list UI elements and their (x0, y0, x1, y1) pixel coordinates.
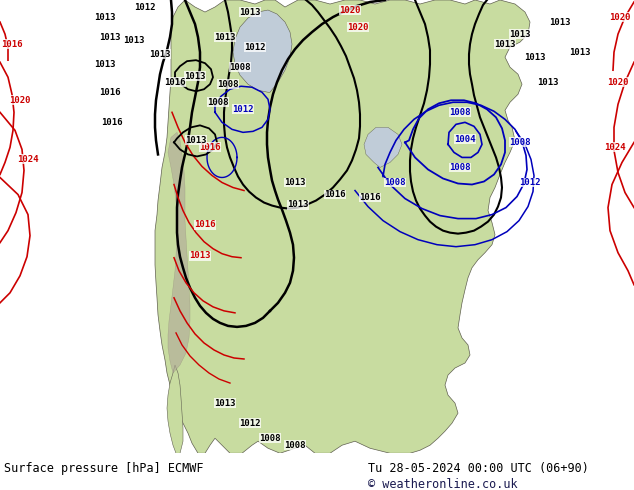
Text: 1013: 1013 (214, 398, 236, 408)
Text: 1024: 1024 (17, 155, 39, 164)
Text: 1013: 1013 (214, 33, 236, 42)
Text: 1012: 1012 (519, 178, 541, 187)
Text: © weatheronline.co.uk: © weatheronline.co.uk (368, 478, 517, 490)
Text: Surface pressure [hPa] ECMWF: Surface pressure [hPa] ECMWF (4, 462, 204, 475)
Text: 1012: 1012 (244, 43, 266, 51)
Text: 1013: 1013 (537, 78, 559, 87)
Text: 1016: 1016 (100, 88, 120, 97)
Text: 1013: 1013 (149, 49, 171, 59)
Text: 1008: 1008 (450, 108, 471, 117)
Text: 1013: 1013 (549, 18, 571, 26)
Text: 1008: 1008 (450, 163, 471, 172)
Text: 1016: 1016 (164, 78, 186, 87)
Text: 1013: 1013 (123, 36, 145, 45)
Text: 1013: 1013 (287, 200, 309, 209)
Text: 1008: 1008 (217, 80, 239, 89)
Text: 1024: 1024 (604, 143, 626, 152)
Text: 1013: 1013 (495, 40, 515, 49)
Text: 1016: 1016 (1, 40, 23, 49)
Text: 1013: 1013 (190, 251, 210, 260)
Text: 1013: 1013 (509, 29, 531, 39)
Text: 1004: 1004 (454, 135, 476, 144)
Text: 1013: 1013 (524, 52, 546, 62)
Text: 1008: 1008 (384, 178, 406, 187)
Polygon shape (155, 0, 530, 453)
Text: 1013: 1013 (569, 48, 591, 57)
Text: 1012: 1012 (232, 105, 254, 114)
Text: 1013: 1013 (185, 136, 207, 145)
Text: 1016: 1016 (199, 143, 221, 152)
Polygon shape (233, 10, 292, 92)
Text: 1013: 1013 (284, 178, 306, 187)
Text: 1016: 1016 (359, 193, 381, 202)
Polygon shape (168, 132, 190, 373)
Text: 1016: 1016 (194, 220, 216, 229)
Text: 1013: 1013 (184, 72, 206, 81)
Text: Tu 28-05-2024 00:00 UTC (06+90): Tu 28-05-2024 00:00 UTC (06+90) (368, 462, 588, 475)
Text: 1012: 1012 (239, 418, 261, 428)
Text: 1020: 1020 (10, 96, 31, 105)
Text: 1020: 1020 (609, 13, 631, 22)
Polygon shape (167, 365, 183, 453)
Text: 1013: 1013 (100, 33, 120, 42)
Text: 1016: 1016 (101, 118, 123, 127)
Text: 1008: 1008 (230, 63, 251, 72)
Text: 1012: 1012 (134, 2, 156, 12)
Polygon shape (364, 127, 402, 168)
Text: 1013: 1013 (239, 7, 261, 17)
Text: 1008: 1008 (284, 441, 306, 450)
Text: 1020: 1020 (339, 5, 361, 15)
Text: 1013: 1013 (94, 60, 116, 69)
Text: 1008: 1008 (259, 434, 281, 442)
Text: 1013: 1013 (94, 13, 116, 22)
Text: 1008: 1008 (207, 98, 229, 107)
Text: 1020: 1020 (607, 78, 629, 87)
Text: 1020: 1020 (347, 23, 369, 31)
Text: 1016: 1016 (324, 190, 346, 199)
Text: 1008: 1008 (509, 138, 531, 147)
